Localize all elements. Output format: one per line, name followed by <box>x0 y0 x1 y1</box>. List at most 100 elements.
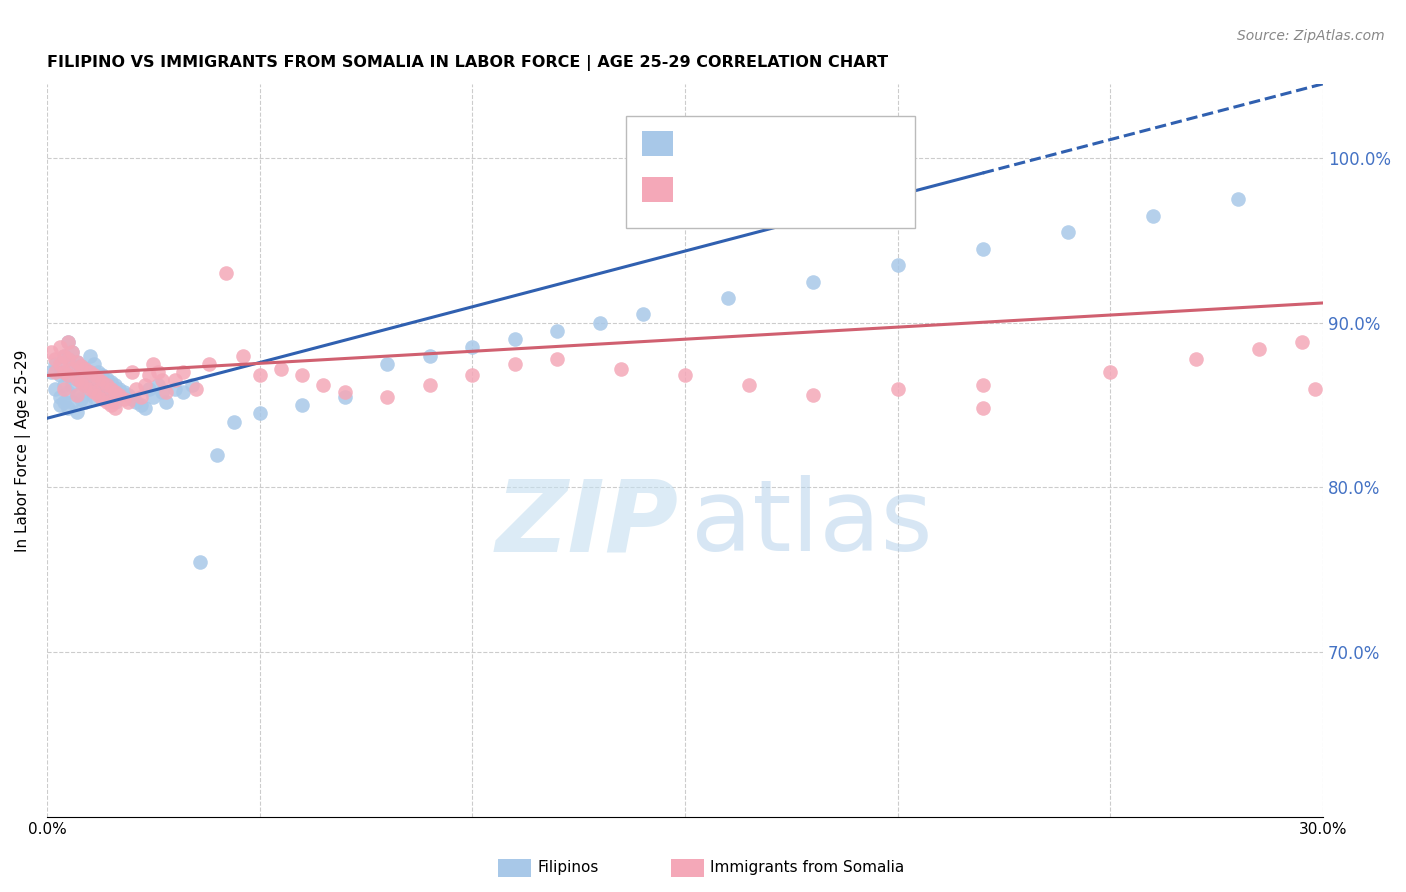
Point <box>155 384 177 399</box>
Point <box>100 392 122 406</box>
Point <box>96 378 118 392</box>
Point <box>79 365 101 379</box>
Point <box>224 415 246 429</box>
Point <box>138 368 160 383</box>
Point <box>75 378 97 392</box>
Point <box>62 378 84 392</box>
Point <box>70 392 93 406</box>
Point <box>312 378 335 392</box>
Point <box>249 406 271 420</box>
Point <box>214 266 236 280</box>
Point <box>673 368 696 383</box>
Point <box>184 382 207 396</box>
Point <box>66 372 89 386</box>
Point <box>1142 209 1164 223</box>
Point <box>461 368 484 383</box>
Point <box>75 378 97 392</box>
Point <box>75 362 97 376</box>
Point <box>62 345 84 359</box>
Point <box>801 275 824 289</box>
Point <box>48 340 70 354</box>
Point <box>83 384 105 399</box>
Point <box>62 362 84 376</box>
Point <box>91 368 114 383</box>
Point <box>142 390 165 404</box>
Point <box>197 357 219 371</box>
Point <box>291 398 314 412</box>
Point <box>48 357 70 371</box>
Point <box>610 362 633 376</box>
Point <box>121 365 143 379</box>
Y-axis label: In Labor Force | Age 25-29: In Labor Force | Age 25-29 <box>15 349 31 551</box>
Point <box>48 398 70 412</box>
Point <box>70 375 93 389</box>
Point <box>53 349 76 363</box>
Point <box>75 394 97 409</box>
Point <box>142 357 165 371</box>
Point <box>100 382 122 396</box>
Point <box>249 368 271 383</box>
Point <box>87 388 110 402</box>
Point <box>419 378 441 392</box>
Text: Filipinos: Filipinos <box>537 861 599 875</box>
Point <box>117 388 139 402</box>
Point <box>62 345 84 359</box>
Point <box>333 384 356 399</box>
Point <box>79 349 101 363</box>
Point <box>146 378 169 392</box>
Point <box>83 373 105 387</box>
Point <box>129 398 152 412</box>
Point <box>70 359 93 373</box>
Point <box>188 555 211 569</box>
Point <box>503 357 526 371</box>
Point <box>129 390 152 404</box>
Point <box>96 394 118 409</box>
Point <box>1099 365 1122 379</box>
Point <box>631 308 654 322</box>
Point <box>87 382 110 396</box>
Point <box>44 357 66 371</box>
Point <box>66 388 89 402</box>
Point <box>163 373 186 387</box>
Point <box>70 375 93 389</box>
Point <box>1184 351 1206 366</box>
Point <box>112 392 135 406</box>
Text: R =: R = <box>681 181 718 200</box>
Point <box>66 372 89 386</box>
Text: 0.071: 0.071 <box>711 181 768 200</box>
Point <box>44 382 66 396</box>
Point <box>375 357 398 371</box>
Text: FILIPINO VS IMMIGRANTS FROM SOMALIA IN LABOR FORCE | AGE 25-29 CORRELATION CHART: FILIPINO VS IMMIGRANTS FROM SOMALIA IN L… <box>46 55 889 71</box>
Point <box>150 373 173 387</box>
Point <box>972 378 994 392</box>
Point <box>104 384 127 399</box>
Point <box>53 365 76 379</box>
Point <box>66 355 89 369</box>
Point <box>96 372 118 386</box>
Point <box>1249 342 1271 356</box>
Point <box>155 394 177 409</box>
Point <box>117 394 139 409</box>
Point <box>44 365 66 379</box>
Point <box>58 335 80 350</box>
Point <box>91 384 114 399</box>
Point <box>546 351 568 366</box>
Point <box>546 324 568 338</box>
Point <box>91 375 114 389</box>
Point <box>461 340 484 354</box>
Point <box>66 355 89 369</box>
Text: atlas: atlas <box>692 475 934 573</box>
Point <box>375 390 398 404</box>
Point <box>83 357 105 371</box>
Point <box>100 398 122 412</box>
Point <box>108 388 131 402</box>
Point <box>48 390 70 404</box>
Point <box>172 384 194 399</box>
Point <box>1291 335 1313 350</box>
Point <box>134 378 156 392</box>
Point <box>39 345 62 359</box>
Point <box>53 382 76 396</box>
Point <box>66 388 89 402</box>
Text: Immigrants from Somalia: Immigrants from Somalia <box>710 861 904 875</box>
Text: Source: ZipAtlas.com: Source: ZipAtlas.com <box>1237 29 1385 44</box>
